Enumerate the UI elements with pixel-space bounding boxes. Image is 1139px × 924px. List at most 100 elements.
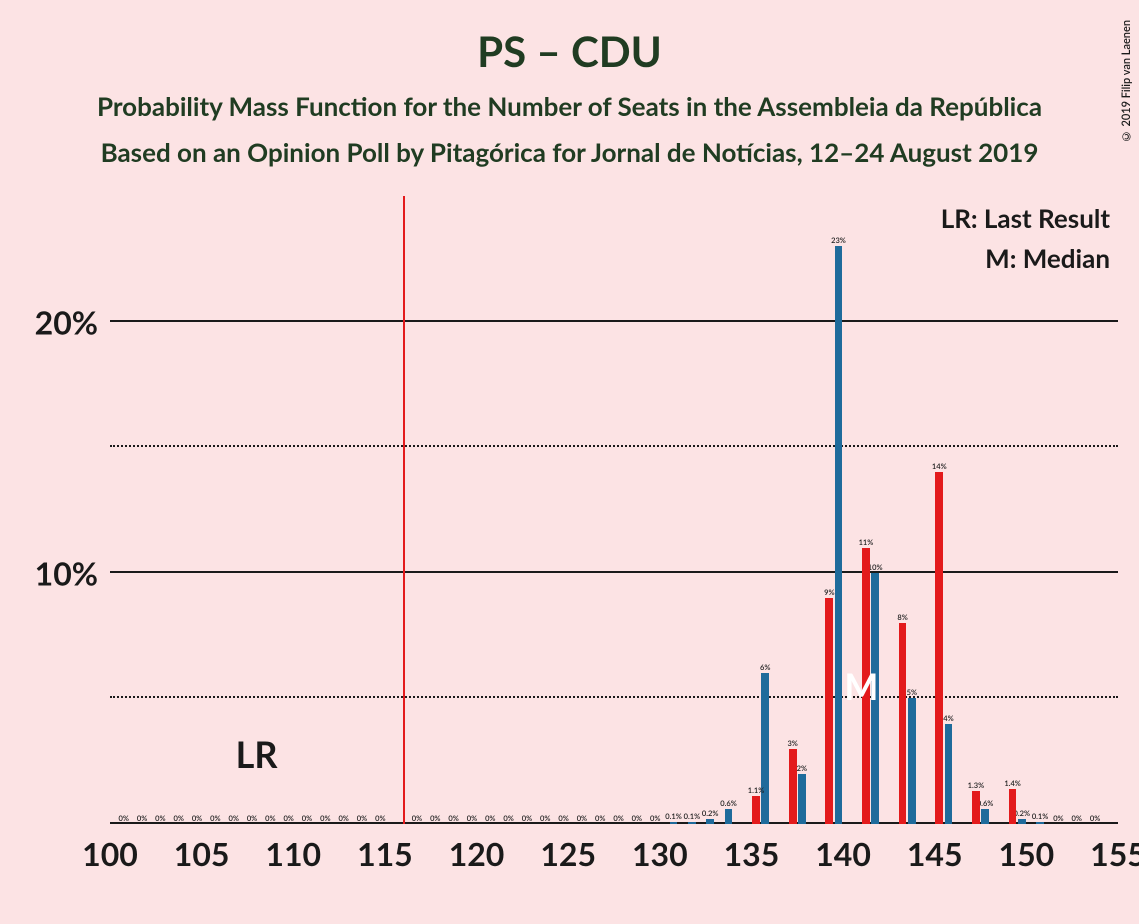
chart-title: PS – CDU	[0, 26, 1139, 76]
bar-value-label: 5%	[907, 688, 917, 698]
bar-value-label: 0%	[503, 814, 513, 824]
bar-value-label: 0%	[430, 814, 440, 824]
bar-blue: 0.1%	[670, 822, 678, 825]
bar-value-label: 0%	[448, 814, 458, 824]
bar-value-label: 0%	[540, 814, 550, 824]
bar-value-label: 1.3%	[968, 781, 985, 791]
bar-value-label: 0.1%	[684, 812, 701, 822]
legend-lr: LR: Last Result	[941, 202, 1110, 234]
x-tick-label: 100	[82, 834, 138, 873]
bar-value-label: 0.6%	[720, 799, 737, 809]
bar-value-label: 0%	[174, 814, 184, 824]
bar-value-label: 0%	[1053, 814, 1063, 824]
bar-value-label: 0%	[228, 814, 238, 824]
bar-value-label: 0%	[137, 814, 147, 824]
bar-value-label: 0%	[192, 814, 202, 824]
x-tick-label: 120	[449, 834, 505, 873]
bar-value-label: 0%	[577, 814, 587, 824]
median-marker-label: M	[844, 664, 878, 708]
bar-value-label: 8%	[897, 613, 907, 623]
bar-value-label: 0%	[357, 814, 367, 824]
bar-value-label: 0%	[613, 814, 623, 824]
bar-value-label: 9%	[824, 588, 834, 598]
bar-value-label: 11%	[859, 538, 874, 548]
bar-value-label: 0%	[632, 814, 642, 824]
bar-value-label: 0%	[320, 814, 330, 824]
bar-blue: 0.2%	[706, 819, 714, 824]
bar-red: 14%	[935, 472, 943, 824]
bar-value-label: 1.1%	[748, 786, 765, 796]
y-tick-label: 20%	[35, 302, 98, 341]
bar-value-label: 0%	[375, 814, 385, 824]
bar-value-label: 2%	[797, 764, 807, 774]
bar-red: 1.4%	[1009, 789, 1017, 824]
x-tick-label: 155	[1090, 834, 1139, 873]
bar-value-label: 0%	[247, 814, 257, 824]
bar-value-label: 0%	[522, 814, 532, 824]
bar-value-label: 0%	[338, 814, 348, 824]
bar-blue: 4%	[945, 724, 953, 824]
bar-value-label: 10%	[868, 563, 883, 573]
bar-value-label: 0%	[558, 814, 568, 824]
bar-value-label: 0%	[467, 814, 477, 824]
bar-blue: 0.6%	[725, 809, 733, 824]
bar-value-label: 0%	[595, 814, 605, 824]
bar-value-label: 0%	[283, 814, 293, 824]
bar-blue: 0.6%	[981, 809, 989, 824]
x-tick-label: 125	[540, 834, 596, 873]
last-result-line	[403, 196, 405, 824]
bar-value-label: 1.4%	[1004, 779, 1021, 789]
bar-value-label: 0%	[210, 814, 220, 824]
lr-marker-label: LR	[236, 732, 278, 776]
bar-blue: 23%	[835, 246, 843, 824]
bar-value-label: 0.1%	[1032, 812, 1049, 822]
bar-red: 8%	[899, 623, 907, 824]
copyright-text: © 2019 Filip van Laenen	[1120, 20, 1133, 142]
legend-m: M: Median	[941, 242, 1110, 274]
x-tick-label: 105	[174, 834, 230, 873]
bar-value-label: 14%	[932, 462, 947, 472]
x-tick-label: 150	[999, 834, 1055, 873]
y-tick-label: 10%	[35, 553, 98, 592]
x-tick-label: 145	[907, 834, 963, 873]
gridline-minor	[110, 696, 1118, 698]
bar-blue: 5%	[908, 698, 916, 824]
bar-value-label: 0%	[302, 814, 312, 824]
chart-subtitle-2: Based on an Opinion Poll by Pitagórica f…	[0, 136, 1139, 168]
bar-value-label: 0.1%	[665, 812, 682, 822]
legend: LR: Last Result M: Median	[941, 202, 1110, 282]
bar-blue: 2%	[798, 774, 806, 824]
bar-red: 9%	[825, 598, 833, 824]
bar-blue: 6%	[761, 673, 769, 824]
bar-blue: 0.2%	[1018, 819, 1026, 824]
title-block: PS – CDU Probability Mass Function for t…	[0, 0, 1139, 168]
bar-value-label: 0%	[119, 814, 129, 824]
bar-value-label: 0.2%	[702, 809, 719, 819]
bar-value-label: 0%	[1072, 814, 1082, 824]
bar-value-label: 6%	[760, 663, 770, 673]
x-tick-label: 130	[632, 834, 688, 873]
chart-plot-area: LR: Last Result M: Median 10%20%10010511…	[110, 196, 1118, 824]
bar-red: 1.3%	[972, 791, 980, 824]
chart-subtitle-1: Probability Mass Function for the Number…	[0, 90, 1139, 122]
bar-red: 1.1%	[752, 796, 760, 824]
bar-value-label: 0%	[485, 814, 495, 824]
bar-red: 3%	[789, 749, 797, 824]
bar-value-label: 23%	[831, 236, 846, 246]
gridline-major	[110, 320, 1118, 322]
bar-value-label: 3%	[787, 739, 797, 749]
bar-value-label: 0%	[412, 814, 422, 824]
x-tick-label: 135	[724, 834, 780, 873]
x-tick-label: 115	[357, 834, 413, 873]
bar-value-label: 4%	[943, 714, 953, 724]
bar-blue: 0.1%	[688, 822, 696, 825]
x-tick-label: 140	[815, 834, 871, 873]
bar-value-label: 0%	[650, 814, 660, 824]
bar-value-label: 0%	[265, 814, 275, 824]
gridline-minor	[110, 445, 1118, 447]
x-tick-label: 110	[265, 834, 321, 873]
bar-blue: 0.1%	[1036, 822, 1044, 825]
bar-value-label: 0%	[155, 814, 165, 824]
bar-value-label: 0%	[1090, 814, 1100, 824]
gridline-major	[110, 571, 1118, 573]
